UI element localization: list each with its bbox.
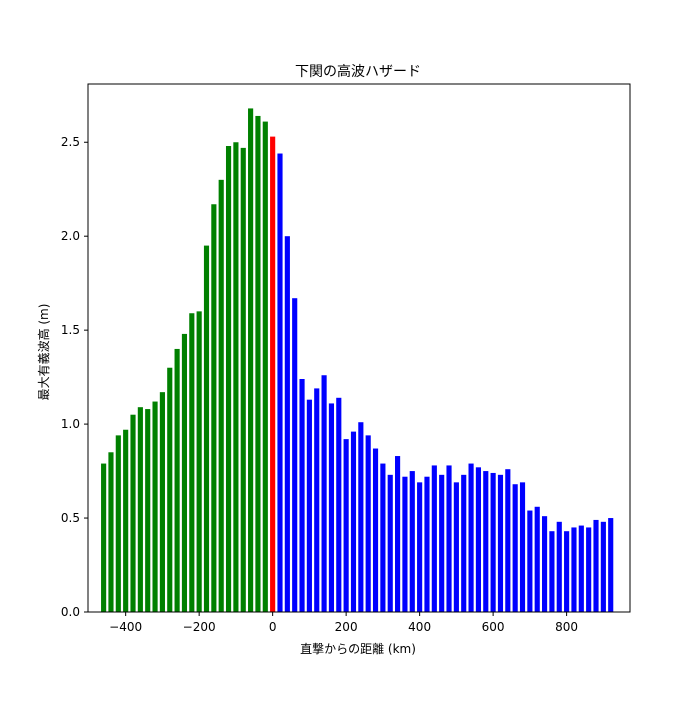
plot-frame <box>87 83 631 613</box>
bar <box>380 463 386 612</box>
bar <box>284 236 290 613</box>
x-tick-label: 200 <box>335 620 358 634</box>
bar <box>196 311 202 612</box>
bar <box>233 142 239 612</box>
x-axis-label: 直撃からの距離 (km) <box>300 641 416 656</box>
chart-title: 下関の高波ハザード <box>295 63 421 80</box>
y-tick-label: 0.0 <box>61 605 80 619</box>
bar <box>424 476 430 612</box>
bar <box>519 482 526 612</box>
bar <box>137 407 143 612</box>
bar <box>108 452 114 612</box>
bar <box>571 527 577 612</box>
bar <box>350 431 357 612</box>
bar <box>248 108 254 612</box>
bar <box>211 204 217 612</box>
bar <box>270 136 276 612</box>
bar <box>218 179 224 613</box>
bar <box>505 469 511 612</box>
y-tick-label: 2.5 <box>61 135 80 149</box>
bar <box>277 153 283 612</box>
bar <box>600 521 606 612</box>
bar <box>512 484 518 612</box>
bar <box>306 399 312 612</box>
bar <box>203 245 210 612</box>
x-ticks: −400 −200 0 200 400 600 800 <box>109 612 578 634</box>
bar <box>145 409 151 612</box>
bar <box>534 506 540 612</box>
bar <box>152 401 158 612</box>
bar <box>453 482 459 612</box>
bar <box>402 476 408 612</box>
bar <box>608 518 614 612</box>
y-ticks: 0.0 0.5 1.0 1.5 2.0 2.5 <box>61 135 88 619</box>
bar <box>475 467 481 612</box>
bar <box>395 456 401 612</box>
bar <box>365 435 371 612</box>
bar <box>123 429 129 612</box>
bar <box>167 367 173 612</box>
bar <box>372 448 379 612</box>
bar <box>336 397 342 612</box>
bar <box>564 531 570 612</box>
bar <box>431 465 437 612</box>
bar <box>541 516 548 612</box>
y-axis-label: 最大有義波高 (m) <box>36 304 51 401</box>
bar <box>314 388 320 612</box>
x-tick-label: 600 <box>482 620 505 634</box>
bar <box>358 422 364 612</box>
bar <box>321 375 327 612</box>
x-tick-label: 0 <box>269 620 277 634</box>
bar <box>549 531 555 612</box>
x-tick-label: 400 <box>408 620 431 634</box>
bar <box>527 510 533 612</box>
bar <box>255 115 261 613</box>
bar <box>262 121 268 612</box>
bar <box>292 298 298 612</box>
bar <box>328 403 335 612</box>
bar <box>586 527 592 612</box>
bar <box>343 439 349 612</box>
x-tick-label: 800 <box>555 620 578 634</box>
bar <box>101 463 107 612</box>
bar <box>174 348 180 612</box>
bar <box>439 474 445 612</box>
bar <box>461 474 467 612</box>
bar <box>130 414 136 612</box>
bar <box>387 474 393 612</box>
bar <box>556 521 562 612</box>
x-tick-label: −400 <box>109 620 142 634</box>
bar <box>240 147 246 613</box>
y-tick-label: 2.0 <box>61 229 80 243</box>
bar <box>468 463 474 612</box>
bar <box>225 146 232 612</box>
y-tick-label: 1.0 <box>61 417 80 431</box>
bar <box>497 474 504 612</box>
bar <box>115 435 121 612</box>
bar <box>417 482 423 612</box>
bar <box>490 472 496 612</box>
bar <box>593 519 599 612</box>
bar <box>181 333 188 612</box>
y-tick-label: 0.5 <box>61 511 80 525</box>
bar <box>189 313 195 612</box>
bars-group <box>101 108 614 613</box>
bar <box>159 392 165 612</box>
bar <box>299 379 305 612</box>
bar <box>578 525 584 612</box>
bar <box>446 465 452 612</box>
bar <box>483 471 489 612</box>
x-tick-label: −200 <box>183 620 216 634</box>
y-tick-label: 1.5 <box>61 323 80 337</box>
bar <box>409 471 415 612</box>
